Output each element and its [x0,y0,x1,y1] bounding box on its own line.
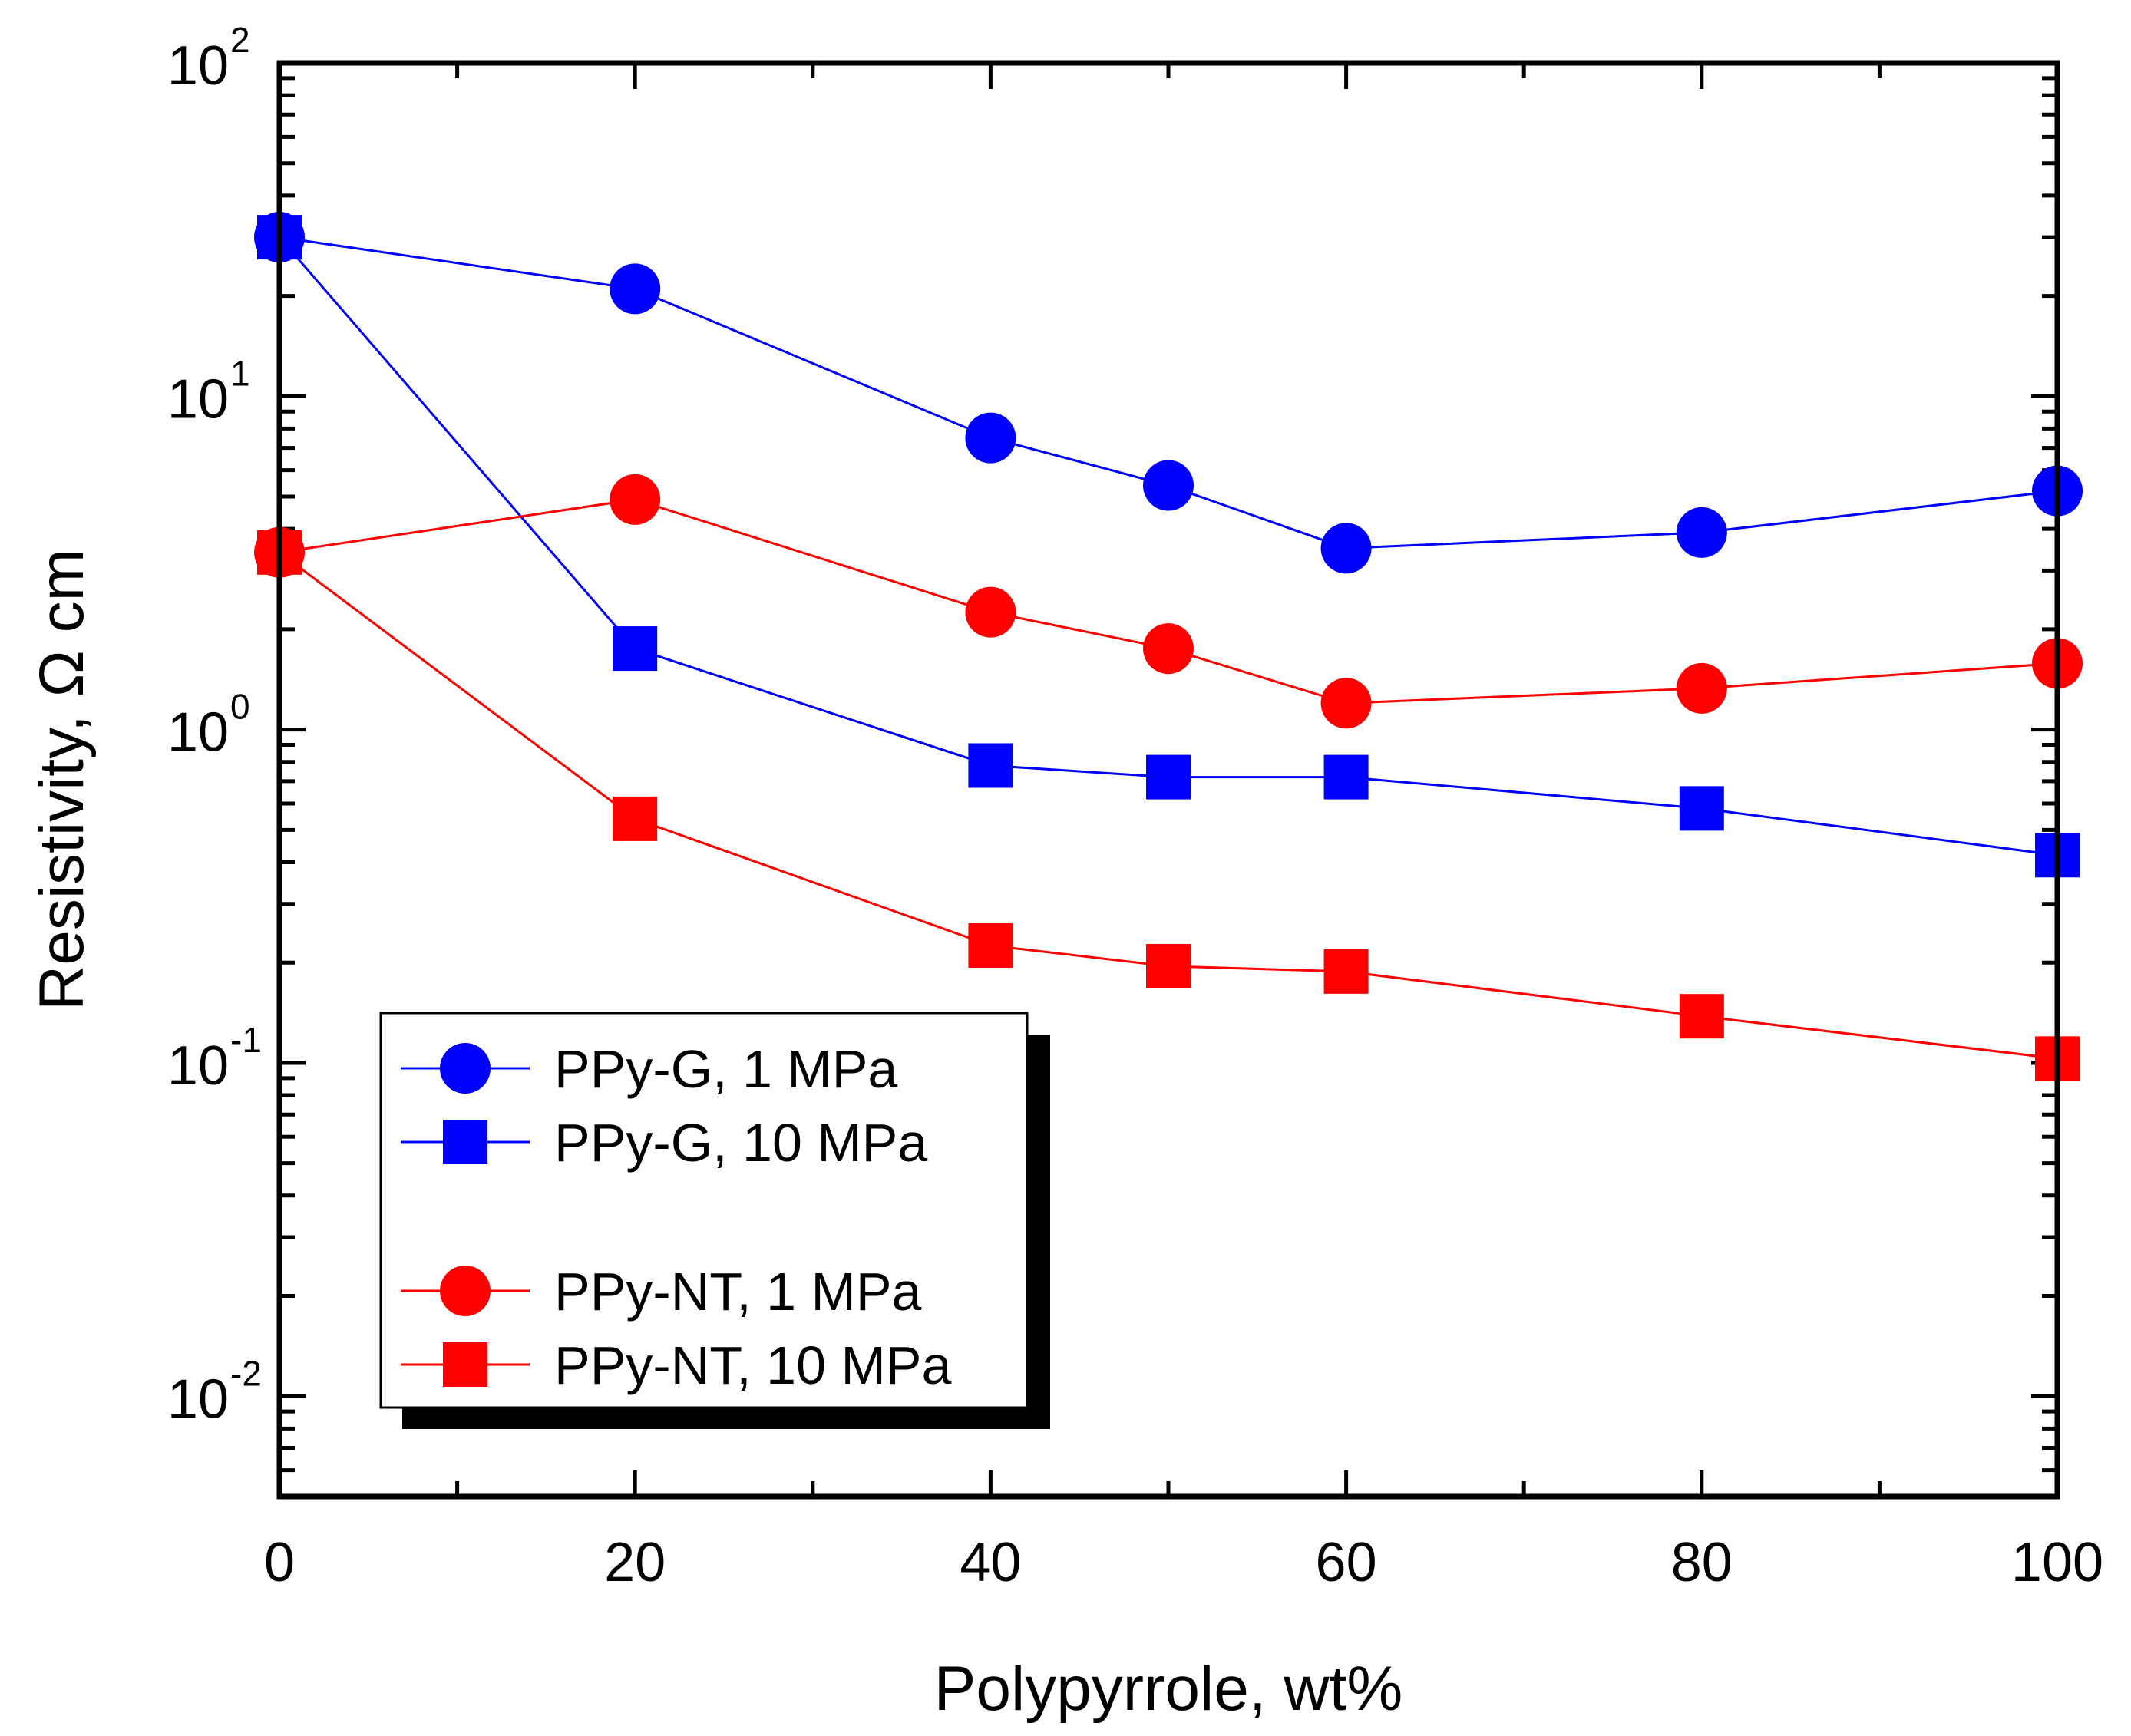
y-tick-exponent: -2 [230,1353,262,1393]
plot-frame [276,60,2060,1500]
legend-entry: PPy-NT, 10 MPa [401,1335,951,1395]
data-point [968,743,1013,788]
x-tick-label: 80 [1671,1532,1733,1593]
legend-entry: PPy-NT, 1 MPa [401,1262,922,1322]
y-tick-exponent: 2 [230,20,250,60]
legend-label: PPy-G, 10 MPa [554,1113,927,1173]
x-tick-label: 0 [264,1532,295,1593]
legend-marker [440,1266,491,1316]
data-point [613,796,658,841]
legend-marker [443,1342,487,1387]
legend-box [379,1012,1029,1409]
data-point [1323,754,1369,800]
series-2 [257,215,2080,878]
series-layer [254,212,2083,1081]
data-point [610,474,661,525]
y-tick-label: 10 [167,702,229,764]
data-point [965,586,1016,638]
data-point [1320,678,1372,729]
y-axis-title: Resistivity, Ω cm [27,549,97,1011]
data-point [1679,786,1724,831]
y-tick-label: 10 [167,1035,229,1097]
y-tick-label: 10 [167,1368,229,1430]
data-point [610,263,661,315]
x-axis-title: Polypyrrole, wt% [934,1654,1403,1724]
data-point [1679,994,1724,1039]
data-point [1323,949,1369,994]
x-tick-label: 40 [960,1532,1021,1593]
legend-entry: PPy-G, 1 MPa [401,1039,897,1099]
legend-label: PPy-NT, 1 MPa [554,1262,922,1322]
data-point [1320,523,1372,574]
data-point [613,626,658,672]
y-tick-label: 10 [167,368,229,430]
x-tick-label: 20 [604,1532,666,1593]
data-point [1676,507,1727,558]
x-tick-label: 100 [2011,1532,2103,1593]
legend-label: PPy-NT, 10 MPa [554,1335,951,1395]
legend: PPy-G, 1 MPa PPy-G, 10 MPa PPy-NT, 1 MPa PP… [379,1012,1050,1429]
y-tick-label: 10 [167,35,229,97]
data-point [1143,460,1194,511]
data-point [965,412,1016,464]
legend-entry: PPy-G, 10 MPa [401,1113,927,1173]
legend-label: PPy-G, 1 MPa [554,1039,897,1099]
legend-marker [440,1043,491,1094]
data-point [1143,623,1194,675]
x-tick-label: 60 [1316,1532,1377,1593]
y-tick-exponent: -1 [230,1020,262,1060]
data-point [1146,754,1191,800]
y-tick-exponent: 0 [230,687,250,727]
legend-marker [443,1120,487,1164]
data-point [1676,662,1727,714]
data-point [1146,943,1191,988]
data-point [968,922,1013,968]
y-tick-exponent: 1 [230,353,250,393]
